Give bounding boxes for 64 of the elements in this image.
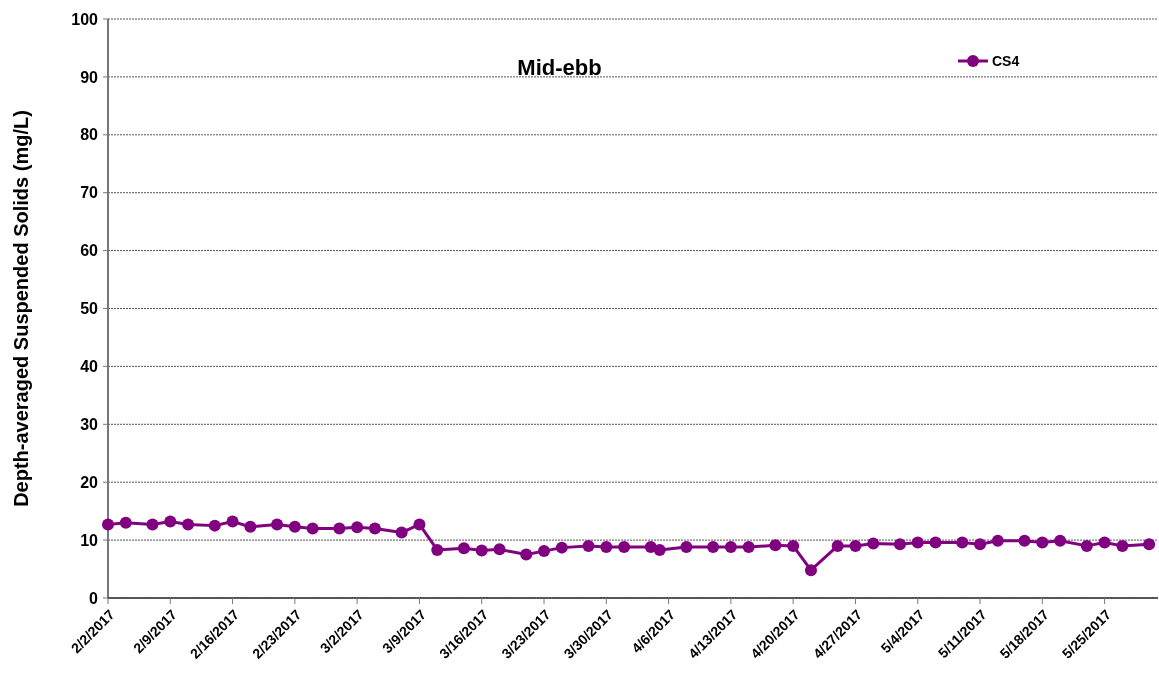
- point: [724, 541, 737, 554]
- point: [893, 538, 906, 551]
- y-tick-label: 70: [80, 184, 99, 202]
- point: [288, 520, 301, 533]
- point: [520, 548, 533, 561]
- point: [271, 518, 284, 531]
- point: [431, 543, 444, 556]
- point: [368, 522, 381, 535]
- y-tick-label: 0: [89, 589, 99, 607]
- point: [769, 539, 782, 552]
- y-tick-label: 10: [80, 531, 99, 549]
- y-tick-label: 90: [80, 68, 99, 86]
- point: [600, 541, 613, 554]
- point: [208, 519, 221, 532]
- point: [493, 543, 506, 556]
- y-tick-label: 40: [80, 358, 99, 375]
- point: [1116, 539, 1129, 552]
- point: [680, 541, 693, 554]
- y-tick-label: 100: [71, 10, 99, 28]
- point: [226, 515, 239, 528]
- y-tick-label: 50: [80, 300, 99, 318]
- point: [653, 543, 666, 556]
- point: [911, 536, 924, 549]
- point: [475, 544, 488, 557]
- point: [867, 537, 880, 550]
- y-tick-label: 80: [80, 126, 99, 144]
- point: [306, 522, 319, 535]
- point: [1054, 534, 1067, 547]
- point: [119, 516, 132, 529]
- point: [351, 521, 364, 534]
- point: [413, 518, 426, 531]
- point: [742, 541, 755, 554]
- y-tick-label: 30: [80, 415, 99, 433]
- point: [146, 518, 159, 531]
- text: Mid-ebb: [517, 55, 602, 80]
- point: [787, 539, 800, 552]
- point: [1098, 536, 1111, 549]
- point: [244, 520, 257, 533]
- point: [831, 539, 844, 552]
- point: [1036, 536, 1049, 549]
- y-tick-label: 20: [80, 473, 99, 491]
- point: [929, 536, 942, 549]
- y-tick-label: 60: [80, 242, 99, 260]
- point: [974, 538, 987, 551]
- point: [991, 534, 1004, 547]
- point: [1143, 538, 1156, 551]
- point: [849, 539, 862, 552]
- point: [804, 564, 817, 577]
- legend-label: CS4: [992, 52, 1020, 69]
- point: [457, 542, 470, 555]
- point: [164, 515, 177, 528]
- point: [1080, 539, 1093, 552]
- point: [707, 541, 720, 554]
- point: [1018, 534, 1031, 547]
- point: [618, 541, 631, 554]
- point: [182, 518, 195, 531]
- point: [555, 541, 568, 554]
- point: [538, 545, 551, 558]
- point: [582, 539, 595, 552]
- y-axis-title: Depth-averaged Suspended Solids (mg/L): [10, 110, 32, 507]
- point: [395, 526, 408, 539]
- point: [102, 518, 114, 531]
- point: [956, 536, 969, 549]
- point: [333, 522, 346, 535]
